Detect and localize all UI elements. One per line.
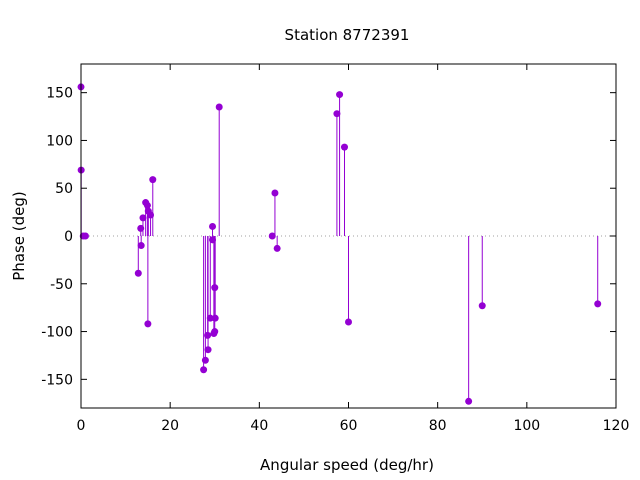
data-point-7 (139, 214, 147, 222)
data-point-3 (81, 232, 89, 240)
data-point-35 (594, 300, 602, 308)
data-point-12 (147, 211, 155, 219)
data-stems (80, 86, 616, 402)
data-point-29 (333, 110, 341, 118)
x-tick-label-1: 20 (161, 418, 179, 434)
data-point-15 (201, 356, 209, 364)
data-point-19 (209, 236, 217, 244)
y-axis-title: Phase (deg) (10, 191, 28, 281)
data-point-14 (200, 366, 208, 374)
data-point-20 (209, 222, 217, 230)
data-point-33 (465, 397, 473, 405)
data-point-23 (211, 284, 219, 292)
data-points (77, 83, 602, 405)
data-point-28 (273, 244, 281, 252)
data-point-5 (137, 224, 145, 232)
data-point-4 (134, 269, 142, 277)
data-point-32 (345, 318, 352, 326)
x-tick-label-2: 40 (250, 418, 268, 434)
data-point-18 (206, 314, 214, 322)
y-tick-label-1: -100 (41, 325, 73, 341)
axis-ticks: 0 20 40 60 80 100 120 -150 -100 -50 0 50 100 150 (41, 64, 629, 434)
data-point-13 (149, 176, 157, 184)
data-point-6 (137, 242, 145, 250)
data-point-22 (211, 328, 219, 336)
data-point-34 (478, 302, 486, 310)
data-point-9 (143, 201, 151, 209)
data-point-31 (340, 143, 348, 151)
data-point-26 (268, 232, 276, 240)
data-point-16 (204, 331, 212, 339)
y-tick-label-0: -150 (41, 372, 73, 388)
chart-title: Station 8772391 (285, 26, 410, 44)
y-tick-label-3: 0 (64, 229, 73, 245)
y-tick-label-5: 100 (46, 133, 73, 149)
x-tick-label-5: 100 (513, 418, 540, 434)
data-point-30 (336, 91, 344, 99)
y-tick-label-6: 150 (46, 86, 73, 102)
x-tick-label-4: 80 (429, 418, 447, 434)
x-tick-label-6: 120 (603, 418, 630, 434)
x-tick-label-0: 0 (77, 418, 86, 434)
y-tick-label-4: 50 (55, 181, 73, 197)
x-tick-label-3: 60 (340, 418, 358, 434)
data-point-27 (271, 189, 279, 197)
data-point-24 (211, 314, 219, 322)
y-tick-label-2: -50 (50, 277, 73, 293)
plot-frame (80, 63, 617, 409)
data-point-25 (215, 103, 223, 111)
data-point-10 (144, 320, 152, 328)
data-point-17 (204, 346, 212, 354)
x-axis-title: Angular speed (deg/hr) (260, 456, 434, 474)
